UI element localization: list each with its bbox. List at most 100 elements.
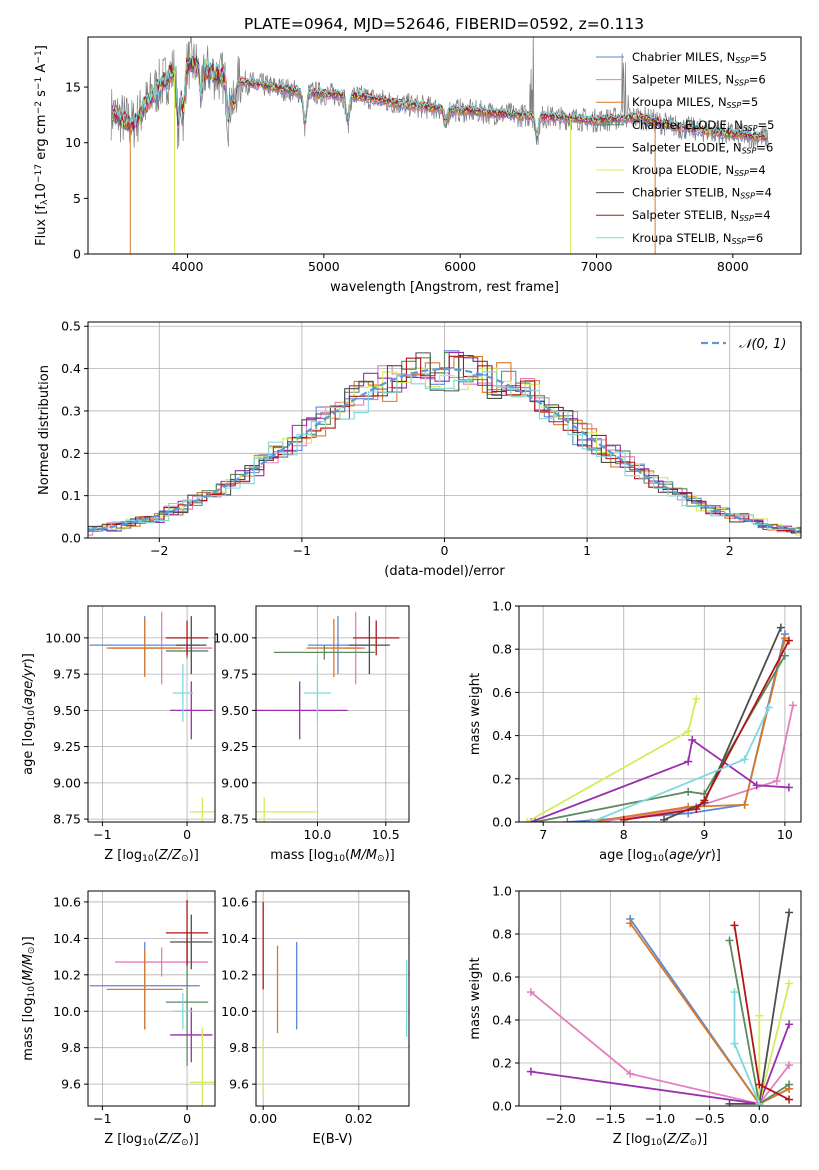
x-tick-label: 6000: [444, 259, 476, 274]
y-tick-label: 9.8: [229, 1040, 249, 1055]
legend-entry-label: Salpeter MILES, NSSP=6: [632, 73, 766, 88]
series-line: [599, 705, 794, 822]
axes-frame: [87, 890, 216, 1107]
series-marker: [684, 757, 693, 766]
x-tick-label: −0.5: [694, 1111, 724, 1126]
y-tick-label: 9.00: [221, 775, 249, 790]
series-marker: [626, 919, 635, 928]
legend-entry-label: 𝒩(0, 1): [739, 337, 786, 352]
x-tick-label: 0.00: [249, 1111, 277, 1126]
errorbar-point: [303, 663, 332, 722]
errorbar-point: [170, 1007, 213, 1063]
x-axis-label: mass [log10​(M/M⊙​)]: [270, 848, 394, 864]
x-tick-label: 10.5: [372, 827, 400, 842]
y-tick-label: 10.0: [53, 1004, 81, 1019]
x-tick-label: 0.02: [345, 1111, 373, 1126]
axes-frame: [87, 605, 216, 823]
x-tick-label: 8000: [717, 259, 749, 274]
y-tick-label: 10.4: [221, 931, 249, 946]
x-axis-label: Z [log10​(Z/Z⊙​)]: [104, 1132, 199, 1148]
errorbar-point: [172, 993, 193, 1030]
series-marker: [660, 815, 669, 822]
legend-entry-label: Chabrier ELODIE, NSSP=5: [632, 118, 774, 133]
series-marker: [755, 1080, 764, 1089]
series-marker: [784, 783, 793, 792]
y-tick-label: 8.75: [53, 812, 81, 827]
y-tick-label: 10.2: [53, 967, 81, 982]
y-tick-label: 9.6: [61, 1077, 81, 1092]
mass-vs-metallicity-panel: −1 0 9.6 9.8 10.0 10.2 10.4 10.6 Z [log10​(Z/Z⊙​…: [21, 890, 216, 1148]
y-tick-label: 0.2: [61, 446, 81, 461]
y-tick-label: 9.25: [53, 739, 81, 754]
series-marker: [730, 921, 739, 930]
y-tick-label: 10: [65, 135, 81, 150]
x-tick-label: −2.0: [546, 1111, 576, 1126]
series-marker: [780, 651, 789, 660]
axes-frame: [518, 605, 802, 823]
figure-title: PLATE=0964, MJD=52646, FIBERID=0592, z=0…: [244, 15, 644, 33]
y-tick-label: 10.2: [221, 967, 249, 982]
series-marker: [788, 701, 797, 710]
series-marker: [684, 787, 693, 796]
residual-histogram: [88, 371, 801, 534]
x-axis-label: Z [log10​(Z/Z⊙​)]: [104, 848, 199, 864]
y-tick-label: 10.0: [221, 1004, 249, 1019]
series-marker: [725, 936, 734, 945]
x-tick-label: 7000: [581, 259, 613, 274]
x-tick-label: 7: [539, 827, 547, 842]
series-marker: [740, 755, 749, 764]
legend-entry-label: Chabrier MILES, NSSP=5: [632, 50, 767, 65]
legend-entry-label: Chabrier STELIB, NSSP=4: [632, 186, 772, 201]
x-tick-label: 2: [726, 543, 734, 558]
residual-histogram: [88, 351, 801, 532]
errorbar-point: [172, 663, 193, 722]
x-tick-label: 10: [777, 827, 793, 842]
y-tick-label: 0.6: [492, 685, 512, 700]
x-tick-label: −1: [93, 1111, 111, 1126]
errorbar-point: [106, 619, 183, 678]
y-axis-label: mass weight: [468, 957, 483, 1039]
series-marker: [526, 988, 535, 997]
residual-histogram: [88, 365, 801, 536]
errorbar-point: [106, 949, 183, 1030]
x-tick-label: 9: [700, 827, 708, 842]
series-marker: [764, 703, 773, 712]
y-tick-label: 1.0: [492, 884, 512, 899]
x-tick-label: 5000: [308, 259, 340, 274]
errorbar-point: [170, 681, 213, 740]
x-axis-label: age [log10​(age/yr)]: [599, 848, 721, 864]
x-tick-label: −2: [150, 543, 168, 558]
y-tick-label: 0.0: [61, 531, 81, 546]
series-marker: [587, 818, 596, 822]
series-line: [530, 738, 789, 822]
series-marker: [785, 908, 794, 917]
y-tick-label: 0: [73, 247, 81, 262]
errorbar-point: [189, 1027, 215, 1106]
x-tick-label: 0: [183, 827, 191, 842]
y-tick-label: 0.4: [492, 728, 512, 743]
series-marker: [755, 1099, 764, 1106]
legend-entry-label: Salpeter ELODIE, NSSP=6: [632, 140, 773, 155]
x-tick-label: 10.0: [304, 827, 332, 842]
y-tick-label: 0.8: [492, 927, 512, 942]
legend-entry-label: Salpeter STELIB, NSSP=4: [632, 208, 771, 223]
y-axis-label: mass weight: [468, 673, 483, 755]
series-marker: [780, 634, 789, 643]
series-line: [623, 640, 790, 821]
series-marker: [730, 1039, 739, 1048]
series-marker: [700, 796, 709, 805]
series-marker: [619, 815, 628, 822]
series-marker: [626, 1069, 635, 1078]
legend-entry-label: Kroupa ELODIE, NSSP=4: [632, 163, 766, 178]
y-tick-label: 0.3: [61, 403, 81, 418]
y-tick-label: 9.00: [53, 775, 81, 790]
series-marker: [784, 636, 793, 645]
y-tick-label: 0.2: [492, 1056, 512, 1071]
y-tick-label: 8.75: [221, 812, 249, 827]
y-axis-label: Normed distribution: [37, 365, 52, 495]
x-tick-label: −1.5: [595, 1111, 625, 1126]
series-marker: [752, 781, 761, 790]
errorbar-point: [306, 619, 362, 678]
x-axis-label: (data-model)/error: [384, 564, 505, 579]
y-tick-label: 0.6: [492, 970, 512, 985]
